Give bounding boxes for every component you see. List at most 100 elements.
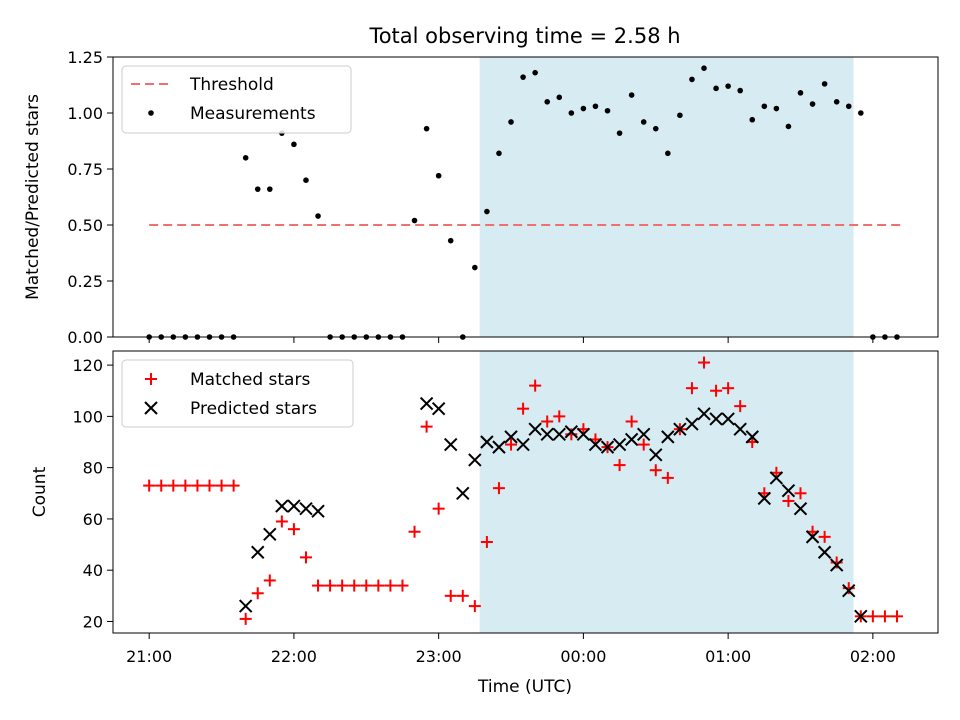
measurement-point: [580, 105, 587, 112]
cross-b: [673, 422, 687, 436]
measurement-point: [472, 264, 478, 271]
predicted-point: [480, 435, 494, 449]
cross-b: [793, 501, 808, 516]
bottom-y-tick-label: 40: [83, 561, 103, 580]
predicted-point: [552, 427, 566, 442]
matched-point: [420, 420, 433, 433]
bottom-y-tick-label: 80: [83, 459, 103, 478]
predicted-point: [468, 453, 482, 467]
predicted-point: [600, 440, 615, 454]
matched-point: [275, 515, 288, 528]
predicted-point: [745, 430, 759, 444]
cross-b: [516, 437, 530, 452]
matched-point: [227, 479, 240, 492]
cross-b: [781, 484, 796, 498]
bottom-y-tick-label: 100: [72, 407, 103, 426]
predicted-point: [649, 448, 663, 462]
measurement-point: [749, 116, 756, 123]
predicted-point: [419, 396, 434, 411]
matched-point: [818, 530, 831, 543]
matched-point: [203, 479, 216, 492]
measurement-point: [773, 105, 780, 112]
cross-b: [492, 440, 506, 454]
predicted-point: [528, 422, 542, 436]
measurement-point: [315, 213, 321, 219]
matched-point: [432, 502, 445, 515]
matched-point: [866, 610, 879, 623]
measurement-point: [701, 65, 707, 71]
legend-predicted-swatch: [144, 401, 158, 415]
measurement-point: [761, 103, 768, 110]
matched-point: [878, 610, 891, 623]
predicted-point: [661, 430, 675, 444]
predicted-point: [685, 417, 699, 431]
legend-measurements-swatch: [148, 110, 154, 116]
measurement-point: [592, 103, 599, 110]
x-axis-label: Time (UTC): [477, 677, 572, 697]
matched-point: [299, 551, 312, 564]
cross-b: [612, 437, 627, 452]
cross-b: [697, 407, 711, 421]
matched-point: [565, 428, 578, 441]
predicted-point: [287, 499, 301, 513]
x-tick-label: 00:00: [560, 647, 606, 666]
predicted-point: [516, 437, 530, 452]
predicted-point: [842, 583, 856, 598]
matched-point: [408, 525, 421, 538]
measurement-point: [532, 69, 538, 76]
predicted-point: [275, 499, 289, 513]
matched-point: [468, 600, 481, 613]
cross-b: [468, 453, 482, 467]
x-tick-label: 01:00: [705, 647, 751, 666]
cross-b: [854, 609, 868, 624]
top-legend-box: [121, 65, 352, 134]
top-legend: Threshold Measurements: [121, 65, 352, 134]
matched-point: [167, 479, 180, 492]
cross-b: [661, 430, 675, 444]
cross-b: [600, 440, 615, 454]
cross-b: [275, 499, 289, 513]
bottom-axes-frame: [112, 350, 939, 634]
matched-point: [396, 579, 409, 592]
predicted-point: [673, 422, 687, 436]
cross-b: [576, 427, 591, 442]
matched-point: [312, 579, 325, 592]
cross-b: [480, 435, 494, 449]
predicted-point: [299, 501, 313, 516]
predicted-point: [829, 558, 844, 572]
matched-point: [143, 479, 156, 492]
matched-point: [372, 579, 385, 592]
matched-point: [637, 438, 650, 451]
measurement-point: [447, 237, 454, 244]
measurement-point: [797, 90, 804, 96]
top-y-tick-label: 0.75: [67, 160, 103, 179]
measurement-point: [242, 155, 249, 161]
figure-title: Total observing time = 2.58 h: [368, 24, 680, 48]
predicted-point: [492, 440, 506, 454]
predicted-point: [781, 484, 796, 498]
measurement-point: [616, 130, 623, 136]
matched-point: [517, 402, 530, 415]
bottom-y-ticks: 20 40 60 80 100 120: [72, 356, 113, 631]
predicted-point: [612, 437, 627, 452]
predicted-point: [733, 422, 747, 436]
matched-point: [348, 579, 361, 592]
cross-b: [624, 432, 639, 447]
matched-point: [613, 459, 626, 472]
cross-b: [251, 545, 265, 559]
matched-point: [794, 487, 807, 500]
cross-b: [636, 427, 651, 442]
cross-b: [829, 558, 844, 572]
cross-b: [709, 412, 723, 426]
matched-point: [529, 379, 542, 392]
cross-b: [238, 599, 253, 613]
measurement-point: [665, 150, 671, 157]
matched-point: [890, 610, 903, 623]
matched-point: [553, 410, 566, 423]
measurement-point: [628, 92, 635, 98]
measurement-point: [568, 110, 575, 116]
predicted-point: [805, 530, 820, 544]
matched-point: [287, 523, 300, 536]
cross-b: [757, 491, 772, 506]
measurement-point: [725, 83, 731, 89]
